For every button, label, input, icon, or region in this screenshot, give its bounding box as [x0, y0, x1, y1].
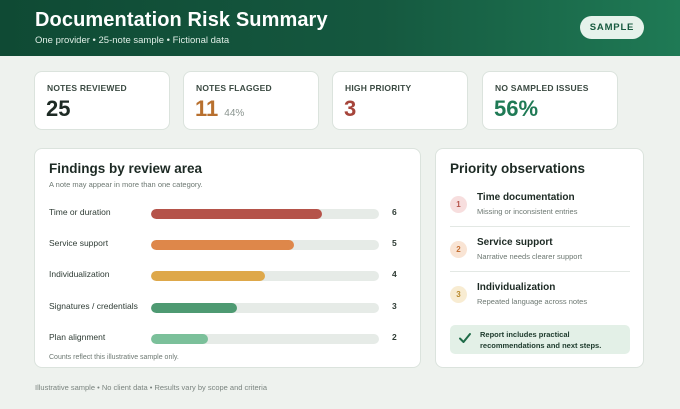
- priority-number-badge: 1: [450, 196, 467, 213]
- bar-value: 5: [392, 238, 397, 248]
- recommendations-callout: Report includes practical recommendation…: [450, 325, 630, 354]
- sample-button[interactable]: SAMPLE: [580, 16, 644, 39]
- checkmark-icon: [459, 333, 471, 343]
- observations-title: Priority observations: [450, 161, 586, 176]
- bar-row-time: Time or duration 6: [35, 206, 420, 220]
- bar-row-plan: Plan alignment 2: [35, 331, 420, 345]
- stat-label: NO SAMPLED ISSUES: [495, 83, 589, 93]
- observation-item: 2 Service support Narrative needs cleare…: [436, 235, 643, 275]
- observation-item: 3 Individualization Repeated language ac…: [436, 280, 643, 320]
- page-title: Documentation Risk Summary: [35, 9, 328, 31]
- stat-card-no-sampled-issues: NO SAMPLED ISSUES 56%: [482, 71, 618, 130]
- stat-card-notes-flagged: NOTES FLAGGED 11 44%: [183, 71, 319, 130]
- findings-title: Findings by review area: [49, 161, 203, 176]
- page-subtitle: One provider • 25-note sample • Fictiona…: [35, 35, 230, 46]
- bar-value: 2: [392, 332, 397, 342]
- stat-value: 25: [46, 96, 71, 121]
- bar-row-individualization: Individualization 4: [35, 268, 420, 282]
- bar-value: 4: [392, 269, 397, 279]
- bar-track: [151, 334, 379, 344]
- bar-fill: [151, 209, 322, 219]
- bar-track: [151, 240, 379, 250]
- bar-value: 3: [392, 301, 397, 311]
- page-footer: Illustrative sample • No client data • R…: [35, 383, 268, 392]
- stat-card-notes-reviewed: NOTES REVIEWED 25: [34, 71, 170, 130]
- stat-card-high-priority: HIGH PRIORITY 3: [332, 71, 468, 130]
- findings-subtitle: A note may appear in more than one categ…: [49, 180, 203, 189]
- bar-row-signatures: Signatures / credentials 3: [35, 300, 420, 314]
- observation-title: Service support: [477, 237, 553, 248]
- stat-percent: 44%: [224, 108, 245, 119]
- findings-footnote: Counts reflect this illustrative sample …: [49, 354, 179, 361]
- stat-value: 3: [344, 96, 357, 121]
- bar-fill: [151, 303, 237, 313]
- bar-fill: [151, 334, 208, 344]
- bar-track: [151, 303, 379, 313]
- stat-value: 56%: [494, 96, 539, 121]
- stat-label: NOTES FLAGGED: [196, 83, 272, 93]
- bar-row-service: Service support 5: [35, 237, 420, 251]
- bar-fill: [151, 271, 265, 281]
- stat-label: HIGH PRIORITY: [345, 83, 412, 93]
- observation-desc: Missing or inconsistent entries: [477, 207, 578, 216]
- header-banner: Documentation Risk Summary One provider …: [0, 0, 680, 56]
- bar-label: Signatures / credentials: [49, 301, 138, 311]
- observation-item: 1 Time documentation Missing or inconsis…: [436, 190, 643, 230]
- callout-text: Report includes practical recommendation…: [480, 330, 602, 350]
- observation-title: Individualization: [477, 282, 556, 293]
- findings-panel: Findings by review area A note may appea…: [34, 148, 421, 368]
- bar-fill: [151, 240, 294, 250]
- bar-track: [151, 271, 379, 281]
- divider: [450, 271, 630, 272]
- divider: [450, 226, 630, 227]
- bar-label: Individualization: [49, 269, 110, 279]
- bar-track: [151, 209, 379, 219]
- bar-value: 6: [392, 207, 397, 217]
- observations-panel: Priority observations 1 Time documentati…: [435, 148, 644, 368]
- bar-label: Time or duration: [49, 207, 111, 217]
- stat-label: NOTES REVIEWED: [47, 83, 127, 93]
- priority-number-badge: 3: [450, 286, 467, 303]
- observation-title: Time documentation: [477, 192, 575, 203]
- observation-desc: Narrative needs clearer support: [477, 252, 583, 261]
- observation-desc: Repeated language across notes: [477, 297, 588, 306]
- bar-label: Plan alignment: [49, 332, 106, 342]
- priority-number-badge: 2: [450, 241, 467, 258]
- stat-value: 11 44%: [195, 96, 245, 121]
- bar-label: Service support: [49, 238, 109, 248]
